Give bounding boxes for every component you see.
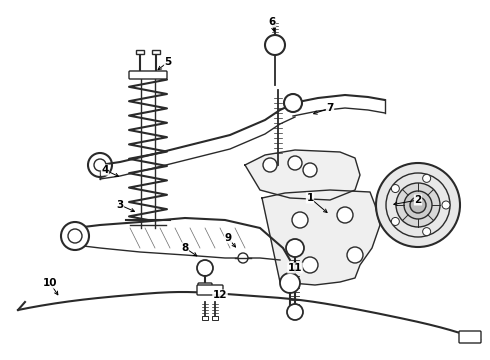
Circle shape: [302, 257, 318, 273]
Text: 4: 4: [101, 165, 109, 175]
FancyBboxPatch shape: [197, 285, 223, 295]
Circle shape: [197, 260, 213, 276]
Circle shape: [265, 35, 285, 55]
Circle shape: [423, 228, 431, 236]
Text: 10: 10: [43, 278, 57, 288]
Circle shape: [303, 163, 317, 177]
Circle shape: [392, 185, 399, 193]
Circle shape: [286, 239, 304, 257]
Circle shape: [284, 94, 302, 112]
Text: 7: 7: [326, 103, 334, 113]
FancyBboxPatch shape: [459, 331, 481, 343]
Circle shape: [392, 217, 399, 225]
FancyBboxPatch shape: [136, 50, 144, 54]
Circle shape: [287, 304, 303, 320]
FancyBboxPatch shape: [202, 316, 208, 320]
Circle shape: [61, 222, 89, 250]
Circle shape: [442, 201, 450, 209]
Text: 3: 3: [117, 200, 123, 210]
Circle shape: [386, 173, 450, 237]
Text: 1: 1: [306, 193, 314, 203]
Circle shape: [376, 163, 460, 247]
Circle shape: [263, 158, 277, 172]
FancyBboxPatch shape: [212, 316, 218, 320]
Circle shape: [238, 253, 248, 263]
Text: 9: 9: [224, 233, 232, 243]
Text: 5: 5: [164, 57, 171, 67]
Circle shape: [94, 159, 106, 171]
Text: 6: 6: [269, 17, 275, 27]
Text: 8: 8: [181, 243, 189, 253]
Circle shape: [88, 153, 112, 177]
Circle shape: [280, 273, 300, 293]
Circle shape: [292, 212, 308, 228]
Text: 11: 11: [288, 263, 302, 273]
FancyBboxPatch shape: [129, 71, 167, 79]
Circle shape: [410, 197, 426, 213]
Circle shape: [68, 229, 82, 243]
FancyBboxPatch shape: [152, 50, 160, 54]
Circle shape: [347, 247, 363, 263]
Polygon shape: [262, 190, 380, 285]
FancyBboxPatch shape: [198, 283, 212, 291]
Circle shape: [288, 156, 302, 170]
Text: 2: 2: [415, 195, 421, 205]
Circle shape: [423, 174, 431, 183]
Circle shape: [337, 207, 353, 223]
Circle shape: [396, 183, 440, 227]
Circle shape: [404, 191, 432, 219]
Polygon shape: [245, 150, 360, 200]
Text: 12: 12: [213, 290, 227, 300]
